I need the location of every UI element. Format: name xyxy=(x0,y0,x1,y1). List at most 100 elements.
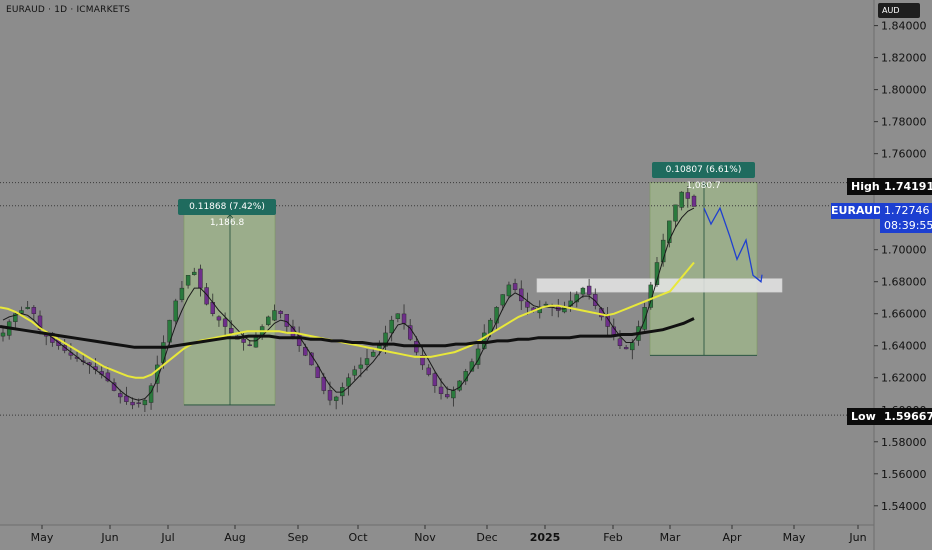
candle[interactable] xyxy=(266,316,271,325)
candle[interactable] xyxy=(303,347,308,356)
candle[interactable] xyxy=(685,192,691,199)
candle[interactable] xyxy=(0,332,6,337)
candle[interactable] xyxy=(118,393,123,398)
candle[interactable] xyxy=(204,287,209,305)
candle[interactable] xyxy=(105,372,111,382)
projection-arrowhead xyxy=(754,274,763,283)
y-tick-label: 1.56000 xyxy=(881,468,927,481)
x-tick-label: Sep xyxy=(288,531,309,544)
currency-badge[interactable]: AUD xyxy=(878,3,920,18)
candle[interactable] xyxy=(543,303,549,306)
candle[interactable] xyxy=(198,268,203,289)
candle[interactable] xyxy=(451,390,456,399)
candle[interactable] xyxy=(346,377,351,387)
candle[interactable] xyxy=(593,294,598,306)
candle[interactable] xyxy=(389,319,394,334)
candle[interactable] xyxy=(426,367,431,375)
candle[interactable] xyxy=(241,338,246,343)
y-tick-label: 1.82000 xyxy=(881,52,927,65)
y-tick-label: 1.84000 xyxy=(881,20,927,33)
candle[interactable] xyxy=(358,364,364,369)
bar-countdown: 08:39:55 xyxy=(884,219,932,232)
candle[interactable] xyxy=(500,294,505,306)
candle[interactable] xyxy=(192,271,197,275)
candle[interactable] xyxy=(142,399,148,406)
candle[interactable] xyxy=(420,354,425,366)
candle[interactable] xyxy=(617,338,623,346)
time-axis[interactable] xyxy=(0,525,874,550)
y-tick-label: 1.54000 xyxy=(881,500,927,513)
candle[interactable] xyxy=(512,283,518,290)
candle[interactable] xyxy=(525,301,530,308)
x-tick-label: Mar xyxy=(660,531,681,544)
candle[interactable] xyxy=(216,316,222,321)
candle[interactable] xyxy=(185,275,191,286)
candle[interactable] xyxy=(432,373,438,386)
candle[interactable] xyxy=(679,191,684,208)
candle[interactable] xyxy=(494,307,499,324)
candle[interactable] xyxy=(333,396,339,401)
candle[interactable] xyxy=(445,394,450,398)
measure-box-1[interactable] xyxy=(183,214,276,406)
candle[interactable] xyxy=(124,395,129,402)
y-tick-label: 1.70000 xyxy=(881,244,927,257)
candle[interactable] xyxy=(173,300,178,322)
high-label: High xyxy=(847,178,884,195)
y-tick-label: 1.80000 xyxy=(881,84,927,97)
candle[interactable] xyxy=(648,284,654,308)
candle[interactable] xyxy=(630,342,635,351)
candle[interactable] xyxy=(130,401,135,406)
candle[interactable] xyxy=(13,313,18,322)
candle[interactable] xyxy=(19,310,24,314)
candle[interactable] xyxy=(660,239,666,263)
ma-slow-line xyxy=(0,317,695,349)
y-tick-label: 1.64000 xyxy=(881,340,927,353)
candle[interactable] xyxy=(364,358,370,365)
candle[interactable] xyxy=(395,313,401,319)
candle[interactable] xyxy=(37,315,43,330)
candle[interactable] xyxy=(25,307,30,309)
candle[interactable] xyxy=(222,318,228,327)
candle[interactable] xyxy=(179,287,185,300)
candle[interactable] xyxy=(352,369,357,376)
candle[interactable] xyxy=(407,325,413,340)
resistance-zone[interactable] xyxy=(536,278,783,293)
candle[interactable] xyxy=(253,335,259,348)
candle[interactable] xyxy=(691,195,697,207)
chart-title: EURAUD · 1D · ICMARKETS xyxy=(6,5,131,15)
projection-path[interactable] xyxy=(703,206,762,283)
candle[interactable] xyxy=(278,310,283,314)
candle[interactable] xyxy=(370,351,376,357)
y-tick-label: 1.62000 xyxy=(881,372,927,385)
x-tick-label: 2025 xyxy=(530,531,561,544)
candle[interactable] xyxy=(574,294,579,303)
y-tick-label: 1.78000 xyxy=(881,116,927,129)
candle[interactable] xyxy=(321,376,327,391)
candle[interactable] xyxy=(673,204,678,222)
candle[interactable] xyxy=(272,310,277,321)
ma-mid-line xyxy=(0,261,695,379)
candle[interactable] xyxy=(229,328,234,334)
candle[interactable] xyxy=(296,333,302,346)
candle[interactable] xyxy=(586,285,592,295)
candle[interactable] xyxy=(506,284,512,297)
candle[interactable] xyxy=(580,287,586,295)
candle[interactable] xyxy=(315,366,320,378)
measure-box-2[interactable] xyxy=(649,182,758,356)
x-tick-label: Jun xyxy=(848,531,866,544)
candle[interactable] xyxy=(667,220,672,243)
candle[interactable] xyxy=(623,347,629,350)
candle[interactable] xyxy=(161,342,166,363)
candle[interactable] xyxy=(438,386,444,394)
candle[interactable] xyxy=(401,313,407,324)
x-tick-label: Jun xyxy=(100,531,118,544)
candle[interactable] xyxy=(136,402,141,404)
candle[interactable] xyxy=(62,345,67,351)
price-axis[interactable] xyxy=(874,0,932,550)
candle[interactable] xyxy=(327,390,333,401)
candle[interactable] xyxy=(31,307,37,314)
candle[interactable] xyxy=(284,314,290,327)
candle[interactable] xyxy=(247,344,252,346)
candle[interactable] xyxy=(482,332,487,349)
